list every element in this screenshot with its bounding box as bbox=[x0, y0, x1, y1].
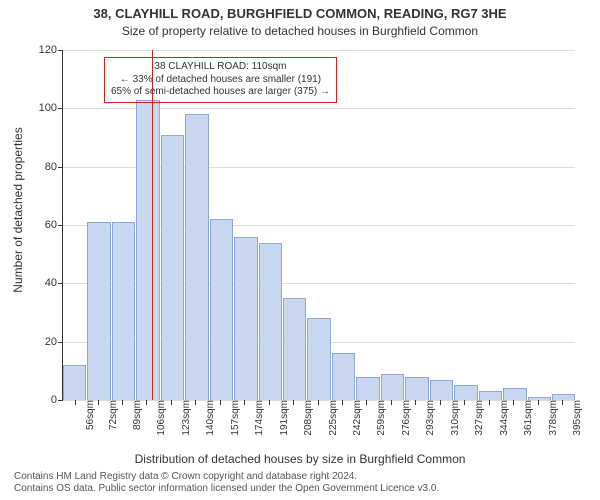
histogram-bar bbox=[454, 385, 477, 400]
y-tick bbox=[58, 167, 63, 168]
info-box-line: 38 CLAYHILL ROAD: 110sqm bbox=[111, 61, 330, 74]
histogram-bar bbox=[161, 135, 184, 400]
plot-area: 02040608010012056sqm72sqm89sqm106sqm123s… bbox=[62, 50, 575, 401]
histogram-bar bbox=[307, 318, 330, 400]
info-box-line: 65% of semi-detached houses are larger (… bbox=[111, 86, 330, 99]
x-tick bbox=[538, 400, 539, 405]
y-tick bbox=[58, 342, 63, 343]
x-tick-label: 191sqm bbox=[273, 400, 290, 436]
x-tick-label: 123sqm bbox=[175, 400, 192, 436]
y-axis-label: Number of detached properties bbox=[8, 0, 28, 420]
x-tick-label: 225sqm bbox=[322, 400, 339, 436]
histogram-bar bbox=[87, 222, 110, 400]
y-tick bbox=[58, 400, 63, 401]
x-tick bbox=[195, 400, 196, 405]
info-box-line: ← 33% of detached houses are smaller (19… bbox=[111, 74, 330, 87]
x-tick bbox=[489, 400, 490, 405]
x-tick bbox=[464, 400, 465, 405]
chart-subtitle: Size of property relative to detached ho… bbox=[0, 24, 600, 38]
x-tick bbox=[146, 400, 147, 405]
x-tick-label: 293sqm bbox=[419, 400, 436, 436]
x-tick-label: 327sqm bbox=[468, 400, 485, 436]
chart-title: 38, CLAYHILL ROAD, BURGHFIELD COMMON, RE… bbox=[0, 6, 600, 21]
x-tick-label: 361sqm bbox=[517, 400, 534, 436]
y-tick-label: 0 bbox=[9, 394, 57, 406]
histogram-bar bbox=[136, 100, 159, 400]
y-tick bbox=[58, 108, 63, 109]
y-tick bbox=[58, 225, 63, 226]
histogram-bar bbox=[210, 219, 233, 400]
x-tick bbox=[440, 400, 441, 405]
x-tick-label: 89sqm bbox=[126, 400, 143, 430]
attribution-line: Contains OS data. Public sector informat… bbox=[14, 483, 439, 495]
info-box: 38 CLAYHILL ROAD: 110sqm← 33% of detache… bbox=[104, 57, 337, 103]
attribution-line: Contains HM Land Registry data © Crown c… bbox=[14, 471, 439, 483]
y-tick bbox=[58, 50, 63, 51]
histogram-bar bbox=[430, 380, 453, 400]
x-tick bbox=[220, 400, 221, 405]
histogram-bar bbox=[283, 298, 306, 400]
histogram-bar bbox=[185, 114, 208, 400]
attribution: Contains HM Land Registry data © Crown c… bbox=[14, 471, 439, 494]
x-tick bbox=[98, 400, 99, 405]
histogram-bar bbox=[381, 374, 404, 400]
histogram-bar bbox=[356, 377, 379, 400]
x-tick-label: 140sqm bbox=[199, 400, 216, 436]
histogram-bar bbox=[63, 365, 86, 400]
x-tick-label: 310sqm bbox=[444, 400, 461, 436]
x-tick-label: 242sqm bbox=[346, 400, 363, 436]
x-tick-label: 344sqm bbox=[493, 400, 510, 436]
x-tick-label: 378sqm bbox=[542, 400, 559, 436]
x-tick-label: 174sqm bbox=[248, 400, 265, 436]
x-tick-label: 259sqm bbox=[370, 400, 387, 436]
histogram-bar bbox=[332, 353, 355, 400]
histogram-bar bbox=[503, 388, 526, 400]
x-tick-label: 157sqm bbox=[224, 400, 241, 436]
property-marker bbox=[152, 50, 153, 400]
figure: 38, CLAYHILL ROAD, BURGHFIELD COMMON, RE… bbox=[0, 0, 600, 500]
x-tick bbox=[244, 400, 245, 405]
x-tick bbox=[415, 400, 416, 405]
x-tick bbox=[562, 400, 563, 405]
y-tick-label: 20 bbox=[9, 336, 57, 348]
x-tick-label: 72sqm bbox=[102, 400, 119, 430]
x-tick bbox=[293, 400, 294, 405]
histogram-bar bbox=[234, 237, 257, 400]
histogram-bar bbox=[479, 391, 502, 400]
x-tick bbox=[391, 400, 392, 405]
x-tick bbox=[513, 400, 514, 405]
x-tick bbox=[318, 400, 319, 405]
x-tick-label: 208sqm bbox=[297, 400, 314, 436]
gridline bbox=[63, 50, 575, 51]
histogram-bar bbox=[112, 222, 135, 400]
y-tick bbox=[58, 283, 63, 284]
histogram-bar bbox=[259, 243, 282, 401]
y-tick-label: 80 bbox=[9, 161, 57, 173]
x-tick bbox=[122, 400, 123, 405]
x-tick-label: 106sqm bbox=[150, 400, 167, 436]
x-tick-label: 56sqm bbox=[79, 400, 96, 430]
histogram-bar bbox=[405, 377, 428, 400]
x-tick bbox=[171, 400, 172, 405]
x-tick-label: 395sqm bbox=[566, 400, 583, 436]
x-tick bbox=[75, 400, 76, 405]
x-tick bbox=[366, 400, 367, 405]
x-tick bbox=[342, 400, 343, 405]
y-tick-label: 100 bbox=[9, 102, 57, 114]
x-axis-label: Distribution of detached houses by size … bbox=[0, 452, 600, 466]
x-tick-label: 276sqm bbox=[395, 400, 412, 436]
y-tick-label: 60 bbox=[9, 219, 57, 231]
x-tick bbox=[269, 400, 270, 405]
y-tick-label: 40 bbox=[9, 277, 57, 289]
y-tick-label: 120 bbox=[9, 44, 57, 56]
